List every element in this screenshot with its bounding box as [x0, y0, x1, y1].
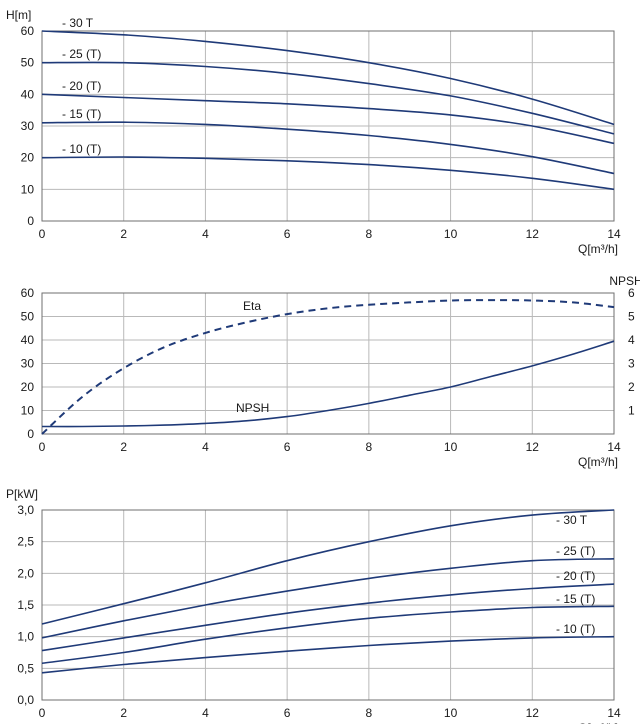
series-line-20-t — [41, 583, 615, 652]
x-tick-label: 2 — [120, 227, 127, 241]
x-tick-label: 14 — [607, 706, 621, 720]
series-label-30-t: - 30 T — [556, 513, 588, 527]
x-tick-label: 10 — [444, 706, 458, 720]
x-tick-label: 4 — [202, 706, 209, 720]
series-label-10-t: - 10 (T) — [62, 142, 101, 156]
x-tick-label: 10 — [444, 440, 458, 454]
series-label-25-t: - 25 (T) — [556, 544, 595, 558]
x-tick-label: 6 — [284, 706, 291, 720]
series-line-15-t — [41, 605, 615, 665]
y-tick-label: 50 — [21, 56, 35, 70]
x-axis-label: Q[m³/h] — [578, 455, 618, 469]
series-label-30-t: - 30 T — [62, 16, 94, 30]
chart-power: 0 2 4 6 8 10 12 14 0,0 0,5 1,0 1,5 2,0 2,5 3,0 P[kW] Q[m… — [6, 487, 621, 724]
x-tick-label: 2 — [120, 706, 127, 720]
x-tick-label: 2 — [120, 440, 127, 454]
y-tick-label: 10 — [21, 182, 35, 196]
y-right-axis-label: NPSH [m] — [609, 274, 640, 288]
y-tick-label: 60 — [21, 24, 35, 38]
series-label-25-t: - 25 (T) — [62, 47, 101, 61]
y-tick-label: 30 — [21, 357, 35, 371]
y-tick-label: 40 — [21, 87, 35, 101]
y-axis-label: P[kW] — [6, 487, 38, 501]
y-tick-label: 10 — [21, 404, 35, 418]
x-tick-label: 12 — [526, 227, 540, 241]
series-label-20-t: - 20 (T) — [62, 79, 101, 93]
series-label-10-t: - 10 (T) — [556, 622, 595, 636]
x-axis-label: Q[m³/h] — [578, 242, 618, 256]
plot-frame — [41, 30, 615, 222]
x-tick-label: 4 — [202, 227, 209, 241]
y-right-tick-label: 2 — [628, 380, 635, 394]
chart-head: 0 2 4 6 8 10 12 14 0 10 20 30 40 50 60 H[m] Q[m³/h] - 30 … — [6, 8, 621, 256]
y-tick-label: 0,0 — [17, 693, 34, 707]
x-tick-label: 0 — [39, 440, 46, 454]
y-tick-label: 50 — [21, 310, 35, 324]
x-tick-label: 12 — [526, 706, 540, 720]
series-line-20-t — [41, 93, 615, 145]
x-tick-label: 8 — [366, 706, 373, 720]
y-right-tick-label: 5 — [628, 310, 635, 324]
y-tick-label: 20 — [21, 151, 35, 165]
x-tick-label: 14 — [607, 227, 621, 241]
y-right-tick-label: 6 — [628, 286, 635, 300]
series-label-15-t: - 15 (T) — [556, 592, 595, 606]
plot-frame — [41, 292, 615, 435]
series-line-30-t — [41, 509, 615, 625]
series-label-15-t: - 15 (T) — [62, 107, 101, 121]
series-line-25-t — [41, 61, 615, 135]
y-axis-label: H[m] — [6, 8, 31, 22]
plot-frame — [41, 509, 615, 701]
y-tick-label: 0,5 — [17, 661, 34, 675]
y-tick-label: 0 — [27, 214, 34, 228]
series-label-20-t: - 20 (T) — [556, 569, 595, 583]
series-line-npsh — [41, 340, 615, 428]
x-tick-label: 6 — [284, 440, 291, 454]
series-line-10-t — [41, 156, 615, 191]
x-tick-label: 0 — [39, 227, 46, 241]
y-tick-label: 3,0 — [17, 503, 34, 517]
y-tick-label: 30 — [21, 119, 35, 133]
series-line-25-t — [41, 558, 615, 639]
x-tick-label: 10 — [444, 227, 458, 241]
x-axis-label: Q[m³/h] — [578, 721, 618, 724]
x-tick-label: 14 — [607, 440, 621, 454]
series-line-30-t — [41, 30, 615, 126]
x-tick-label: 12 — [526, 440, 540, 454]
y-tick-label: 2,0 — [17, 566, 34, 580]
y-tick-label: 0 — [27, 427, 34, 441]
series-line-10-t — [41, 635, 615, 674]
x-tick-label: 0 — [39, 706, 46, 720]
y-right-tick-label: 4 — [628, 333, 635, 347]
series-line-15-t — [41, 121, 615, 175]
y-right-tick-label: 3 — [628, 357, 635, 371]
x-tick-label: 8 — [366, 227, 373, 241]
y-tick-label: 20 — [21, 380, 35, 394]
x-tick-label: 4 — [202, 440, 209, 454]
y-tick-label: 60 — [21, 286, 35, 300]
y-tick-label: 1,0 — [17, 630, 34, 644]
series-label-eta: Eta — [243, 299, 261, 313]
x-tick-label: 8 — [366, 440, 373, 454]
y-right-tick-label: 1 — [628, 404, 635, 418]
x-tick-label: 6 — [284, 227, 291, 241]
series-label-npsh: NPSH — [236, 401, 269, 415]
y-tick-label: 2,5 — [17, 535, 34, 549]
y-tick-label: 1,5 — [17, 598, 34, 612]
y-tick-label: 40 — [21, 333, 35, 347]
